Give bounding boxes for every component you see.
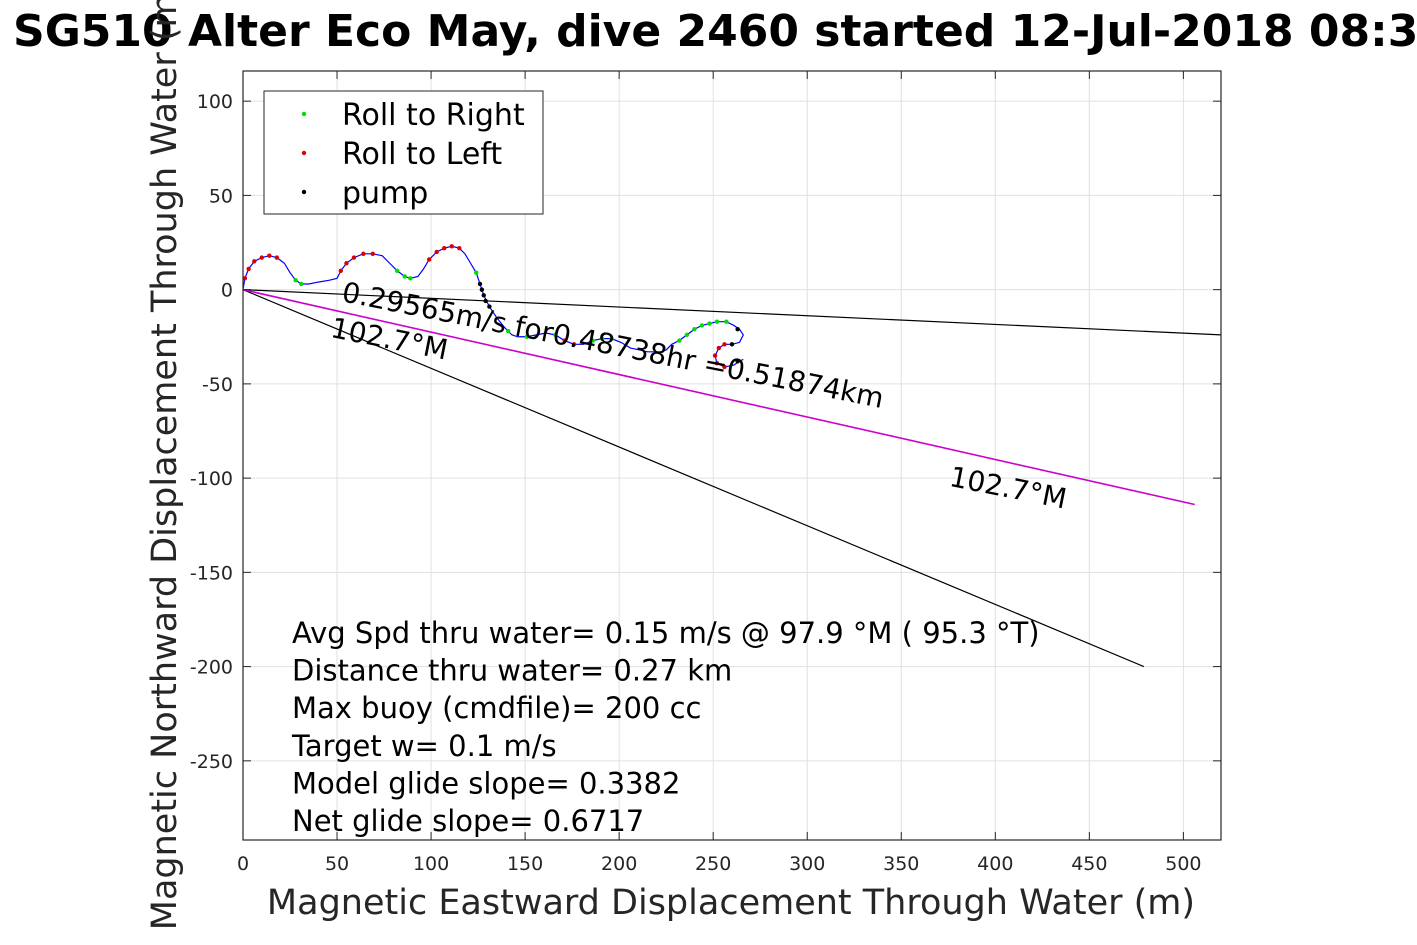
chart-title: SG510 Alter Eco May, dive 2460 started 1… — [13, 6, 1417, 57]
roll-left-point — [722, 342, 727, 347]
roll-left-point — [716, 345, 722, 351]
annotation-block: Avg Spd thru water= 0.15 m/s @ 97.9 °M (… — [291, 616, 1040, 838]
pump-point — [735, 327, 740, 332]
roll-right-point — [714, 319, 720, 324]
roll-left-point — [259, 255, 265, 260]
annotation-line: Max buoy (cmdfile)= 200 cc — [292, 691, 701, 725]
roll-left-point — [246, 266, 251, 272]
roll-right-point — [692, 327, 697, 332]
roll-right-point — [505, 328, 511, 334]
x-tick-label: 50 — [325, 853, 349, 875]
y-tick-label: -50 — [202, 374, 233, 396]
annotation-line: Net glide slope= 0.6717 — [292, 804, 644, 838]
y-axis-label: Magnetic Northward Displacement Through … — [145, 0, 185, 930]
roll-left-point — [426, 257, 432, 262]
pump-point — [479, 287, 485, 292]
pump-point — [487, 304, 492, 309]
roll-right-point — [724, 319, 729, 324]
y-tick-label: -250 — [190, 751, 233, 773]
annotation-line: Avg Spd thru water= 0.15 m/s @ 97.9 °M (… — [292, 616, 1040, 650]
roll-left-point — [442, 245, 447, 251]
x-tick-label: 250 — [695, 853, 731, 875]
roll-left-point — [712, 353, 718, 358]
roll-left-point — [344, 261, 349, 266]
roll-left-point — [242, 276, 248, 281]
x-tick-label: 300 — [789, 853, 825, 875]
x-axis-label: Magnetic Eastward Displacement Through W… — [267, 883, 1195, 923]
x-tick-label: 450 — [1071, 853, 1107, 875]
roll-left-point — [361, 251, 366, 257]
legend-label: pump — [342, 176, 428, 211]
axes-box — [242, 70, 1222, 841]
pump-point — [477, 281, 483, 287]
roll-right-point — [402, 274, 407, 279]
roll-right-point — [408, 276, 413, 281]
pump-point — [729, 342, 735, 347]
y-tick-label: -100 — [190, 468, 233, 490]
x-tick-label: 150 — [507, 853, 543, 875]
x-tick-label: 200 — [601, 853, 637, 875]
x-tick-label: 0 — [237, 853, 249, 875]
y-tick-label: 0 — [221, 280, 233, 302]
roll-left-point — [562, 338, 567, 343]
roll-left-point — [571, 342, 577, 347]
roll-left-point — [722, 364, 727, 370]
roll-left-point — [714, 360, 720, 366]
y-tick-label: -150 — [190, 562, 233, 584]
data-points — [242, 244, 740, 370]
roll-right-point — [474, 270, 479, 275]
y-tick-label: -200 — [190, 657, 233, 679]
legend-marker — [301, 189, 307, 195]
roll-left-point — [351, 255, 357, 260]
x-tick-label: 350 — [883, 853, 919, 875]
annotation-line: Target w= 0.1 m/s — [291, 729, 557, 763]
reference-line — [242, 288, 1195, 506]
roll-right-point — [677, 338, 682, 343]
x-tick-label: 500 — [1165, 853, 1201, 875]
y-tick-label: 100 — [197, 91, 233, 113]
reference-line — [242, 289, 1222, 336]
annotation-line: Distance thru water= 0.27 km — [292, 654, 732, 688]
legend-label: Roll to Right — [342, 98, 525, 133]
roll-right-point — [600, 336, 605, 341]
roll-right-point — [590, 338, 596, 343]
roll-left-point — [274, 255, 280, 260]
roll-left-point — [267, 253, 272, 258]
pump-point — [481, 293, 486, 298]
pump-point — [483, 298, 488, 304]
roll-left-point — [449, 244, 454, 249]
legend-label: Roll to Left — [342, 137, 502, 172]
legend-box — [263, 90, 544, 215]
roll-right-point — [395, 268, 400, 273]
roll-right-point — [553, 332, 558, 338]
y-tick-label: 50 — [209, 185, 233, 207]
roll-left-point — [457, 245, 462, 251]
pump-point — [735, 359, 740, 364]
roll-right-point — [293, 278, 298, 283]
roll-right-point — [609, 336, 614, 341]
roll-left-point — [252, 259, 257, 264]
roll-right-point — [699, 323, 705, 328]
roll-right-point — [299, 281, 304, 287]
legend: Roll to Right Roll to Left pump — [263, 90, 544, 215]
x-tick-label: 100 — [413, 853, 449, 875]
roll-right-point — [684, 332, 690, 338]
legend-marker — [301, 150, 307, 156]
legend-marker — [301, 111, 307, 117]
roll-right-point — [707, 321, 712, 326]
axis-ticks: 0 50 100 150 200 250 300 350 400 450 500100500-50-… — [190, 71, 1221, 875]
roll-right-point — [524, 334, 530, 339]
x-tick-label: 400 — [977, 853, 1013, 875]
roll-left-point — [434, 249, 439, 255]
reference-lines — [242, 288, 1222, 668]
roll-left-point — [338, 268, 343, 273]
roll-left-point — [370, 251, 375, 257]
annotation-line: Model glide slope= 0.3382 — [292, 766, 680, 800]
reference-line — [242, 289, 1145, 668]
